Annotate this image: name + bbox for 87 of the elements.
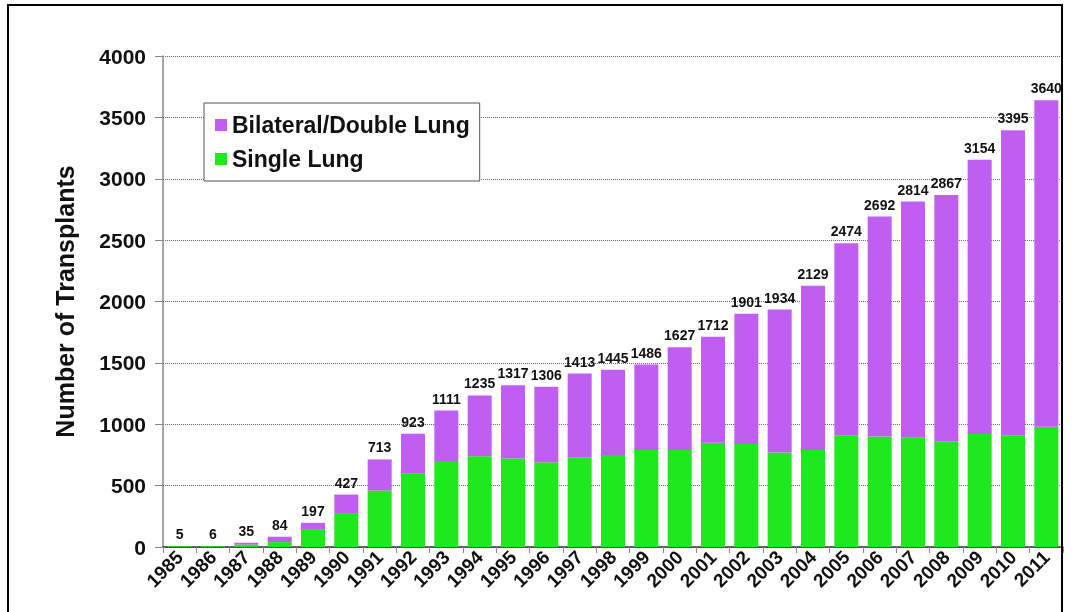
bar: [867, 216, 892, 437]
bar: [767, 452, 792, 547]
total-label: 2814: [897, 181, 929, 198]
bar: [267, 542, 292, 547]
y-tick-label: 2000: [99, 290, 146, 313]
total-label: 1901: [730, 293, 763, 310]
total-label: 2692: [864, 196, 896, 213]
bar: [401, 473, 425, 547]
total-label: 1712: [697, 316, 729, 333]
y-tick-label: 1500: [99, 351, 146, 375]
bar: [1001, 130, 1025, 436]
total-label: 84: [271, 516, 288, 533]
bar: [467, 395, 492, 457]
y-tick-label: 1000: [99, 412, 146, 436]
bar: [367, 490, 392, 547]
bar: [967, 434, 992, 547]
total-label: 427: [334, 474, 359, 491]
bar: [601, 454, 625, 547]
bar: [267, 536, 292, 543]
bar: [701, 336, 725, 443]
bar: [501, 385, 525, 459]
legend-label: Bilateral/Double Lung: [232, 112, 470, 138]
total-label: 1111: [431, 390, 461, 407]
y-tick-label: 3000: [99, 167, 146, 191]
y-axis-title: Number of Transplants: [50, 165, 79, 438]
y-tick-label: 2500: [99, 228, 146, 252]
total-label: 1306: [530, 366, 563, 383]
bar: [701, 442, 725, 547]
bar: [434, 410, 459, 462]
bar: [1034, 426, 1059, 547]
y-tick-label: 3500: [99, 105, 146, 129]
total-label: 1934: [764, 289, 796, 306]
bar: [334, 494, 359, 514]
bar: [934, 195, 959, 442]
total-label: 1317: [497, 365, 529, 382]
bar: [501, 458, 525, 547]
bar: [1001, 435, 1025, 547]
bar: [601, 369, 625, 455]
bar: [434, 461, 459, 547]
total-label: 5: [175, 526, 184, 543]
bar: [834, 243, 859, 436]
total-label: 923: [401, 413, 425, 430]
bar: [901, 201, 925, 438]
bar: [401, 433, 425, 474]
total-label: 713: [367, 439, 392, 456]
bar: [834, 435, 859, 547]
bar: [801, 450, 825, 547]
y-tick-label: 500: [110, 474, 146, 498]
bar: [334, 513, 359, 547]
bar: [667, 347, 692, 451]
total-label: 1627: [664, 327, 696, 344]
bar: [567, 373, 592, 458]
bar: [467, 456, 492, 547]
bar: [667, 450, 692, 547]
y-tick-label: 0: [134, 535, 146, 559]
bar: [967, 159, 992, 435]
y-tick-label: 4000: [99, 44, 146, 68]
bar: [634, 450, 659, 547]
total-label: 2867: [930, 175, 963, 192]
total-label: 3395: [997, 110, 1029, 127]
bar: [1034, 100, 1059, 427]
total-label: 1235: [464, 375, 496, 392]
total-label: 6: [209, 526, 218, 543]
bar: [734, 313, 759, 444]
bar: [801, 285, 825, 451]
total-label: 35: [238, 522, 255, 539]
total-label: 1413: [564, 353, 596, 370]
bar: [534, 462, 559, 547]
bar: [634, 364, 659, 451]
bar: [867, 436, 892, 547]
total-label: 3640: [1030, 80, 1063, 97]
legend-label: Single Lung: [232, 146, 364, 172]
bar: [767, 309, 792, 453]
total-label: 197: [301, 502, 325, 519]
bar: [567, 457, 592, 547]
bar: [301, 529, 325, 547]
total-label: 3154: [964, 139, 996, 156]
bar: [534, 386, 559, 463]
bar: [301, 522, 325, 530]
total-label: 1486: [630, 344, 663, 361]
bar: [734, 443, 759, 547]
bar: [901, 437, 925, 547]
bar: [367, 459, 392, 491]
total-label: 1445: [597, 349, 629, 366]
total-label: 2129: [797, 265, 829, 282]
bar: [934, 441, 959, 547]
total-label: 2474: [830, 223, 863, 240]
